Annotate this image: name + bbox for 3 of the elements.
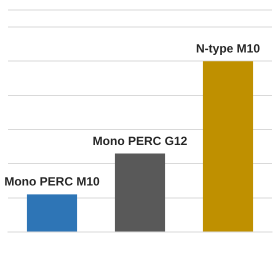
x-tick-label: N-type M10 [196, 42, 260, 56]
x-tick-label: Mono PERC M10 [4, 174, 100, 189]
x-tick-label: Mono PERC G12 [92, 134, 188, 148]
